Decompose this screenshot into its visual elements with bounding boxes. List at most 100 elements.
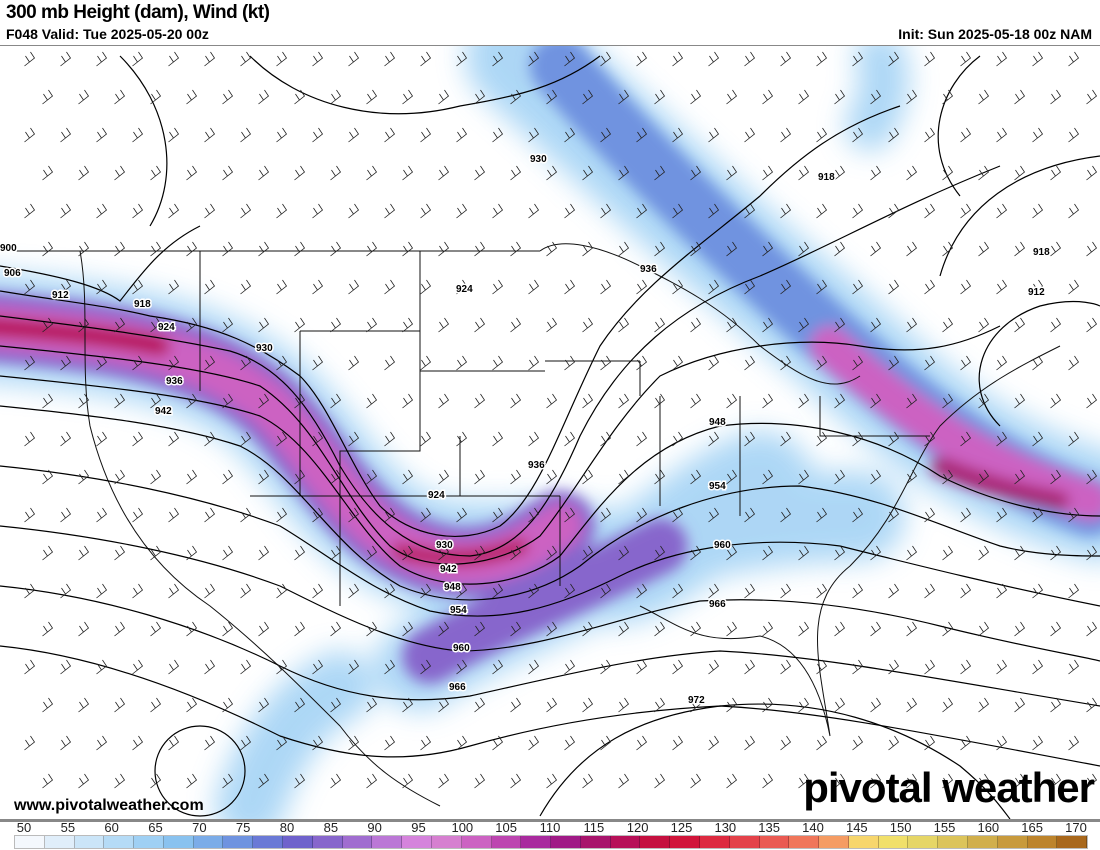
wind-barb bbox=[744, 355, 756, 371]
wind-barb bbox=[744, 51, 756, 67]
wind-barb bbox=[978, 241, 990, 257]
wind-barb bbox=[978, 697, 990, 713]
contour-label: 942 bbox=[155, 406, 172, 417]
colorbar-tick: 100 bbox=[451, 820, 474, 835]
wind-barb bbox=[744, 583, 756, 599]
wind-barb bbox=[456, 279, 468, 295]
wind-barb bbox=[726, 469, 738, 485]
wind-barb bbox=[888, 51, 900, 67]
wind-barb bbox=[690, 89, 702, 105]
wind-barb bbox=[348, 279, 360, 295]
wind-barb bbox=[708, 431, 720, 447]
wind-barb bbox=[132, 355, 144, 371]
wind-barb bbox=[546, 317, 558, 333]
wind-barb bbox=[204, 583, 216, 599]
wind-barb bbox=[744, 659, 756, 675]
wind-barb bbox=[1014, 393, 1026, 409]
wind-barb bbox=[726, 89, 738, 105]
wind-barb bbox=[186, 697, 198, 713]
wind-barb bbox=[564, 51, 576, 67]
wind-barb bbox=[222, 241, 234, 257]
wind-barb bbox=[960, 507, 972, 523]
wind-barb bbox=[348, 583, 360, 599]
wind-barb bbox=[384, 583, 396, 599]
wind-barb bbox=[312, 431, 324, 447]
wind-barb bbox=[618, 241, 630, 257]
wind-barb bbox=[1086, 773, 1098, 789]
wind-barb bbox=[402, 165, 414, 181]
wind-barb bbox=[996, 279, 1008, 295]
wind-barb bbox=[960, 279, 972, 295]
wind-barb bbox=[996, 507, 1008, 523]
wind-barb bbox=[276, 659, 288, 675]
wind-barb bbox=[240, 507, 252, 523]
wind-barb bbox=[1086, 89, 1098, 105]
wind-barb bbox=[546, 393, 558, 409]
colorbar-swatch bbox=[372, 836, 403, 848]
wind-barb bbox=[780, 279, 792, 295]
wind-barb bbox=[636, 51, 648, 67]
wind-barb bbox=[204, 431, 216, 447]
wind-barb bbox=[1068, 431, 1080, 447]
wind-barb bbox=[870, 621, 882, 637]
wind-barb bbox=[654, 165, 666, 181]
wind-barb bbox=[420, 659, 432, 675]
wind-barb bbox=[582, 393, 594, 409]
wind-barb bbox=[600, 51, 612, 67]
wind-barb bbox=[1032, 507, 1044, 523]
wind-barb bbox=[942, 89, 954, 105]
wind-barb bbox=[312, 659, 324, 675]
wind-barb bbox=[132, 735, 144, 751]
wind-barb bbox=[762, 621, 774, 637]
wind-barb bbox=[528, 127, 540, 143]
wind-barb bbox=[24, 51, 36, 67]
map-title: 300 mb Height (dam), Wind (kt) bbox=[6, 2, 270, 23]
wind-barb bbox=[798, 621, 810, 637]
wind-barb bbox=[60, 583, 72, 599]
wind-barb bbox=[474, 773, 486, 789]
wind-barb bbox=[960, 51, 972, 67]
wind-barb bbox=[1050, 697, 1062, 713]
wind-barb bbox=[924, 203, 936, 219]
colorbar-swatch bbox=[193, 836, 224, 848]
wind-barb bbox=[1050, 89, 1062, 105]
wind-barb bbox=[330, 697, 342, 713]
wind-barb bbox=[456, 51, 468, 67]
wind-barb bbox=[258, 317, 270, 333]
wind-barb bbox=[492, 431, 504, 447]
wind-barb bbox=[888, 355, 900, 371]
wind-barb bbox=[24, 279, 36, 295]
wind-barb bbox=[564, 507, 576, 523]
wind-barb bbox=[798, 393, 810, 409]
wind-barb bbox=[78, 317, 90, 333]
wind-barb bbox=[852, 127, 864, 143]
wind-barb bbox=[348, 659, 360, 675]
wind-barb bbox=[726, 545, 738, 561]
wind-barb bbox=[564, 279, 576, 295]
contour-label: 900 bbox=[0, 243, 17, 254]
wind-barb bbox=[870, 773, 882, 789]
wind-barb bbox=[456, 507, 468, 523]
colorbar-tick: 150 bbox=[889, 820, 912, 835]
wind-barb bbox=[420, 507, 432, 523]
wind-barb bbox=[1032, 279, 1044, 295]
wind-barb bbox=[402, 89, 414, 105]
wind-barb bbox=[168, 431, 180, 447]
wind-barb bbox=[708, 659, 720, 675]
wind-barb bbox=[996, 203, 1008, 219]
wind-barb bbox=[780, 507, 792, 523]
wind-barb bbox=[294, 89, 306, 105]
wind-barb bbox=[366, 621, 378, 637]
wind-barb bbox=[438, 545, 450, 561]
wind-barb bbox=[654, 621, 666, 637]
wind-barb bbox=[726, 697, 738, 713]
wind-barb bbox=[42, 89, 54, 105]
wind-barb bbox=[132, 127, 144, 143]
wind-barb bbox=[672, 431, 684, 447]
wind-barb bbox=[258, 469, 270, 485]
wind-barb bbox=[1032, 431, 1044, 447]
wind-barb bbox=[1086, 165, 1098, 181]
wind-barb bbox=[978, 165, 990, 181]
wind-barb bbox=[888, 659, 900, 675]
wind-barb bbox=[1068, 659, 1080, 675]
